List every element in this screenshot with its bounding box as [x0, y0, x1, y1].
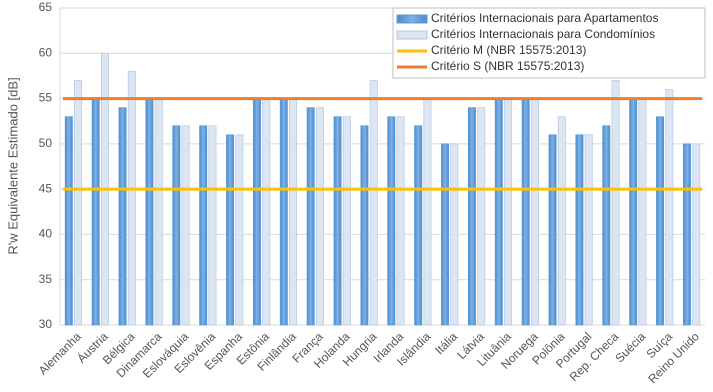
y-axis-label: R'w Equivalente Estimado [dB] [5, 77, 20, 254]
bar [629, 98, 638, 326]
legend-label: Critério M (NBR 15575:2013) [431, 43, 586, 57]
legend-label: Critérios Internacionais para Condomínio… [431, 27, 655, 41]
bar [342, 116, 351, 326]
bar [414, 125, 423, 326]
bar [530, 98, 539, 326]
bar [494, 98, 503, 326]
bar [396, 116, 405, 326]
bar [279, 98, 288, 326]
bar [450, 143, 459, 326]
bar [504, 98, 513, 326]
bar [548, 134, 557, 326]
bar [91, 98, 100, 326]
bar [306, 107, 315, 326]
bar [441, 143, 450, 326]
bar [584, 134, 593, 326]
bar [467, 107, 476, 326]
legend: Critérios Internacionais para Apartament… [392, 7, 706, 79]
bar [154, 98, 163, 326]
x-tick-label: Suécia [612, 329, 648, 365]
bar [145, 98, 154, 326]
y-tick-label: 55 [39, 91, 53, 105]
bar [226, 134, 235, 326]
y-tick-label: 50 [39, 136, 53, 150]
y-tick-label: 35 [39, 272, 53, 286]
bar [692, 143, 701, 326]
bar [557, 116, 566, 326]
bar [682, 143, 691, 326]
bar [64, 116, 73, 326]
legend-label: Critério S (NBR 15575:2013) [431, 59, 584, 73]
y-tick-label: 40 [39, 227, 53, 241]
bar [477, 107, 486, 326]
bar [252, 98, 261, 326]
bar [199, 125, 208, 326]
y-tick-label: 45 [39, 181, 53, 195]
bar [262, 98, 271, 326]
bar [289, 98, 298, 326]
bar [172, 125, 181, 326]
bar [208, 125, 217, 326]
bar [423, 98, 432, 326]
bar [360, 125, 369, 326]
bar [575, 134, 584, 326]
bar [235, 134, 244, 326]
bar [611, 80, 620, 326]
bar [74, 80, 83, 326]
bar [665, 89, 674, 326]
bar [333, 116, 342, 326]
legend-box [392, 7, 706, 79]
bar [181, 125, 190, 326]
legend-swatch [396, 30, 428, 40]
bar [521, 98, 530, 326]
bar [656, 116, 665, 326]
legend-swatch [396, 14, 428, 24]
y-tick-label: 30 [39, 317, 53, 331]
bar [315, 107, 324, 326]
y-tick-label: 65 [39, 0, 53, 14]
bar [127, 71, 136, 326]
bar [602, 125, 611, 326]
bar [369, 80, 378, 326]
bar [118, 107, 127, 326]
y-tick-label: 60 [39, 45, 53, 59]
legend-label: Critérios Internacionais para Apartament… [431, 11, 658, 25]
bar [638, 98, 647, 326]
bar [387, 116, 396, 326]
